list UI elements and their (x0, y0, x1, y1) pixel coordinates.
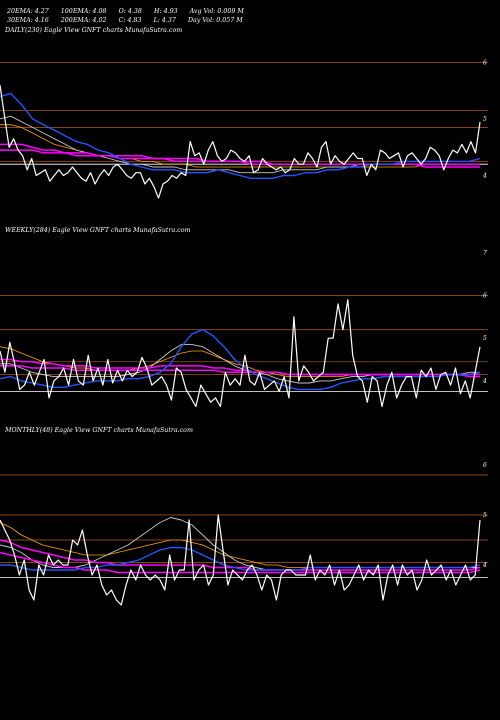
daily-price-line (0, 85, 481, 199)
weekly-y-tick-6: 6 (483, 292, 487, 299)
header-row-1: 20EMA: 4.27 100EMA: 4.08 O: 4.38 H: 4.93… (3, 3, 244, 16)
weekly-price-line (0, 299, 481, 408)
hdr-ema100: 100EMA: 4.08 (60, 8, 107, 16)
hdr-low: L: 4.37 (153, 17, 176, 25)
daily-ema200-line (0, 149, 480, 168)
monthly-ema20-line (0, 546, 481, 571)
daily-y-tick-4: 4 (482, 172, 487, 179)
monthly-y-tick-6: 6 (483, 462, 487, 469)
monthly-price-line (0, 514, 481, 606)
weekly-panel-label: WEEKLY(284) Eagle View GNFT charts Munaf… (5, 227, 191, 234)
hdr-avg-vol: Avg Vol: 0.009 M (189, 8, 244, 16)
monthly-y-tick-5: 5 (483, 512, 487, 519)
weekly-y-tick-5: 5 (483, 335, 487, 342)
hdr-ema200: 200EMA: 4.02 (60, 17, 107, 25)
hdr-day-vol: Day Vol: 0.057 M (187, 17, 243, 25)
weekly-ema200-line (0, 365, 480, 378)
monthly-y-tick-4: 4 (482, 562, 487, 569)
hdr-close: C: 4.83 (118, 17, 142, 25)
daily-ema20-line (0, 92, 481, 180)
hdr-high: H: 4.93 (153, 8, 178, 16)
hdr-open: O: 4.38 (118, 8, 142, 16)
monthly-ema100-line (0, 539, 481, 571)
weekly-ema20-line (0, 328, 481, 391)
monthly-panel-label: MONTHLY(48) Eagle View GNFT charts Munaf… (5, 427, 193, 434)
daily-y-tick-5: 5 (483, 116, 487, 123)
hdr-ema20: 20EMA: 4.27 (7, 8, 49, 16)
weekly-y-tick-4: 4 (482, 378, 487, 385)
daily-panel-label: DAILY(230) Eagle View GNFT charts Munafa… (5, 27, 183, 34)
daily-y-tick-6: 6 (483, 60, 487, 67)
header-row-2: 30EMA: 4.16 200EMA: 4.02 C: 4.83 L: 4.37… (3, 12, 243, 25)
hdr-ema30: 30EMA: 4.16 (7, 17, 49, 25)
weekly-y-tick-7: 7 (483, 250, 487, 257)
